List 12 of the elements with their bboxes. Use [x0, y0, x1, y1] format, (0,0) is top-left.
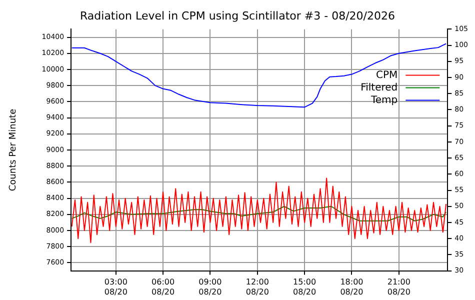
- x-tick-label: 15:00 08/20: [293, 278, 316, 296]
- legend-label: Temp: [370, 94, 398, 106]
- x-tick-label: 12:00 08/20: [246, 278, 269, 296]
- chart-title: Radiation Level in CPM using Scintillator #3 - 08/20/2026: [80, 9, 395, 22]
- legend-label: CPM: [376, 70, 398, 81]
- x-tick-label: 18:00 08/20: [340, 278, 364, 296]
- x-tick-label: 03:00 08/20: [104, 278, 128, 296]
- y-axis-title: Counts Per Minute: [8, 108, 19, 192]
- x-tick-label: 09:00 08/20: [198, 278, 222, 296]
- legend-label: Filtered: [360, 82, 398, 94]
- x-tick-label: 21:00 08/20: [387, 278, 410, 296]
- x-tick-label: 06:00 08/20: [152, 278, 175, 296]
